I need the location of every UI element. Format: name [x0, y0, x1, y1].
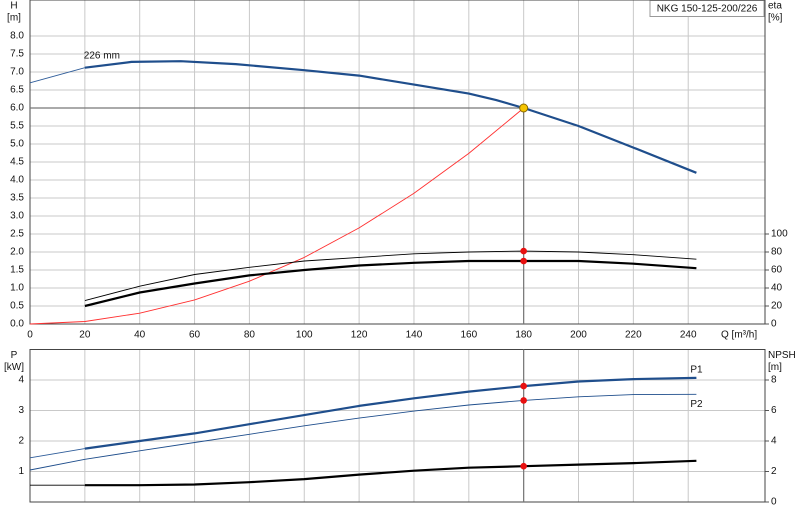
y2-tick-label: 0 — [771, 319, 777, 330]
y2-tick-label: 6 — [771, 405, 777, 416]
y-tick-label: 4.5 — [10, 157, 24, 168]
plot-frame — [29, 0, 766, 325]
y-tick-label: 8.0 — [10, 31, 24, 42]
y-tick-label: 3.0 — [10, 211, 24, 222]
x-axis-label: Q [m³/h] — [721, 330, 757, 341]
curve — [29, 107, 524, 325]
curve — [29, 393, 697, 471]
y-tick-label: 5.0 — [10, 139, 24, 150]
y2-tick-label: 2 — [771, 466, 777, 477]
y-tick-label: 0.5 — [10, 301, 24, 312]
operating-point — [520, 462, 527, 470]
operating-point — [520, 382, 527, 390]
y2-axis-unit: [%] — [768, 13, 783, 24]
curve — [84, 60, 697, 174]
x-tick-label: 40 — [134, 330, 146, 341]
y2-tick-label: 4 — [771, 436, 777, 447]
curve — [29, 67, 86, 84]
y-tick-label: 5.5 — [10, 121, 24, 132]
operating-point — [520, 247, 527, 255]
x-tick-label: 180 — [515, 330, 532, 341]
operating-point — [520, 397, 527, 404]
curve-label: P1 — [690, 365, 703, 376]
y2-tick-label: 0 — [771, 497, 777, 508]
x-tick-label: 220 — [625, 330, 642, 341]
y2-tick-label: 80 — [771, 247, 783, 258]
y2-axis-label: eta — [768, 1, 782, 12]
y-axis-unit: [m] — [7, 13, 21, 24]
y-tick-label: 3 — [18, 405, 24, 416]
curve — [84, 459, 697, 487]
y-tick-label: 3.5 — [10, 193, 24, 204]
x-tick-label: 140 — [406, 330, 423, 341]
y-tick-label: 1.0 — [10, 283, 24, 294]
operating-point — [520, 257, 527, 265]
y-tick-label: 2.5 — [10, 229, 24, 240]
y-tick-label: 7.0 — [10, 67, 24, 78]
y2-tick-label: 8 — [771, 375, 777, 386]
curve — [84, 376, 697, 450]
x-tick-label: 20 — [79, 330, 91, 341]
y2-tick-label: 100 — [771, 229, 788, 240]
y-tick-label: 6.0 — [10, 103, 24, 114]
y-tick-label: 1 — [18, 466, 24, 477]
y-tick-label: 2.0 — [10, 247, 24, 258]
y-tick-label: 1.5 — [10, 265, 24, 276]
x-tick-label: 200 — [570, 330, 587, 341]
y2-tick-label: 60 — [771, 265, 783, 276]
y-tick-label: 2 — [18, 436, 24, 447]
curve-label: P2 — [690, 399, 703, 410]
y-tick-label: 7.5 — [10, 49, 24, 60]
x-tick-label: 0 — [27, 330, 33, 341]
x-tick-label: 240 — [680, 330, 697, 341]
x-tick-label: 60 — [189, 330, 201, 341]
duty-point — [519, 103, 529, 113]
y2-tick-label: 40 — [771, 283, 783, 294]
chart-title: NKG 150-125-200/226 — [657, 4, 758, 15]
curve — [29, 448, 85, 459]
y-axis-unit: [kW] — [4, 362, 24, 373]
y-tick-label: 6.5 — [10, 85, 24, 96]
x-tick-label: 100 — [296, 330, 313, 341]
x-tick-label: 80 — [244, 330, 256, 341]
plot-frame — [29, 349, 766, 503]
curve — [84, 259, 697, 308]
y2-axis-label: NPSH — [768, 350, 796, 361]
y-tick-label: 4 — [18, 375, 24, 386]
curve — [84, 250, 697, 302]
y-axis-label: P — [11, 350, 18, 361]
x-tick-label: 160 — [460, 330, 477, 341]
curve-label: 226 mm — [84, 50, 120, 61]
y2-axis-unit: [m] — [768, 362, 782, 373]
y-tick-label: 4.0 — [10, 175, 24, 186]
y-tick-label: 0.0 — [10, 319, 24, 330]
x-tick-label: 120 — [351, 330, 368, 341]
y2-tick-label: 20 — [771, 301, 783, 312]
y-axis-label: H — [10, 1, 17, 12]
